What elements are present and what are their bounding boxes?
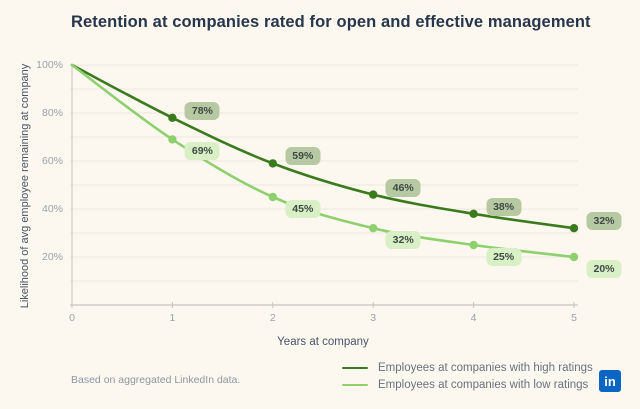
y-tick-label: 40% bbox=[41, 203, 63, 215]
series-line-0 bbox=[70, 63, 576, 230]
data-label-badge: 32% bbox=[586, 212, 622, 231]
data-label-badge: 69% bbox=[184, 141, 220, 160]
data-point bbox=[268, 159, 277, 168]
legend-label-high-ratings: Employees at companies with high ratings bbox=[378, 362, 593, 374]
linkedin-logo-text: in bbox=[604, 373, 616, 389]
x-tick-label: 3 bbox=[370, 312, 377, 324]
data-point bbox=[168, 135, 177, 144]
legend-item-low-ratings: Employees at companies with low ratings bbox=[342, 378, 593, 392]
x-axis-title: Years at company bbox=[277, 336, 369, 348]
data-label-badge: 45% bbox=[285, 199, 321, 218]
x-tick-label: 2 bbox=[269, 312, 276, 324]
data-point bbox=[569, 252, 579, 262]
data-point bbox=[469, 240, 478, 250]
source-note: Based on aggregated LinkedIn data. bbox=[71, 374, 241, 386]
y-tick-label: 100% bbox=[36, 59, 63, 71]
data-label-badge: 59% bbox=[285, 147, 321, 166]
legend-item-high-ratings: Employees at companies with high ratings bbox=[342, 361, 593, 375]
data-label-badge: 78% bbox=[184, 101, 220, 120]
data-point bbox=[369, 190, 378, 199]
y-tick-label: 80% bbox=[41, 107, 63, 119]
linkedin-logo: in bbox=[599, 370, 621, 392]
legend-swatch-low-ratings bbox=[342, 383, 368, 387]
data-label-badge: 25% bbox=[486, 247, 522, 266]
data-point bbox=[268, 192, 277, 202]
x-tick-label: 4 bbox=[470, 312, 477, 324]
y-tick-label: 60% bbox=[41, 155, 63, 167]
x-tick-label: 0 bbox=[69, 312, 75, 324]
data-point bbox=[469, 209, 478, 218]
legend-swatch-high-ratings bbox=[342, 366, 368, 370]
x-tick-label: 1 bbox=[169, 312, 176, 324]
data-point bbox=[569, 224, 579, 233]
data-label-badge: 20% bbox=[586, 259, 622, 278]
x-tick-label: 5 bbox=[571, 312, 577, 324]
y-tick-label: 20% bbox=[41, 251, 63, 263]
legend: Employees at companies with high ratings… bbox=[342, 361, 593, 392]
data-point bbox=[369, 224, 378, 233]
data-label-badge: 38% bbox=[486, 197, 522, 216]
chart-title: Retention at companies rated for open an… bbox=[71, 13, 591, 31]
data-label-badge: 32% bbox=[385, 230, 421, 249]
legend-label-low-ratings: Employees at companies with low ratings bbox=[378, 379, 589, 391]
data-point bbox=[168, 113, 177, 123]
data-label-badge: 46% bbox=[385, 178, 421, 197]
